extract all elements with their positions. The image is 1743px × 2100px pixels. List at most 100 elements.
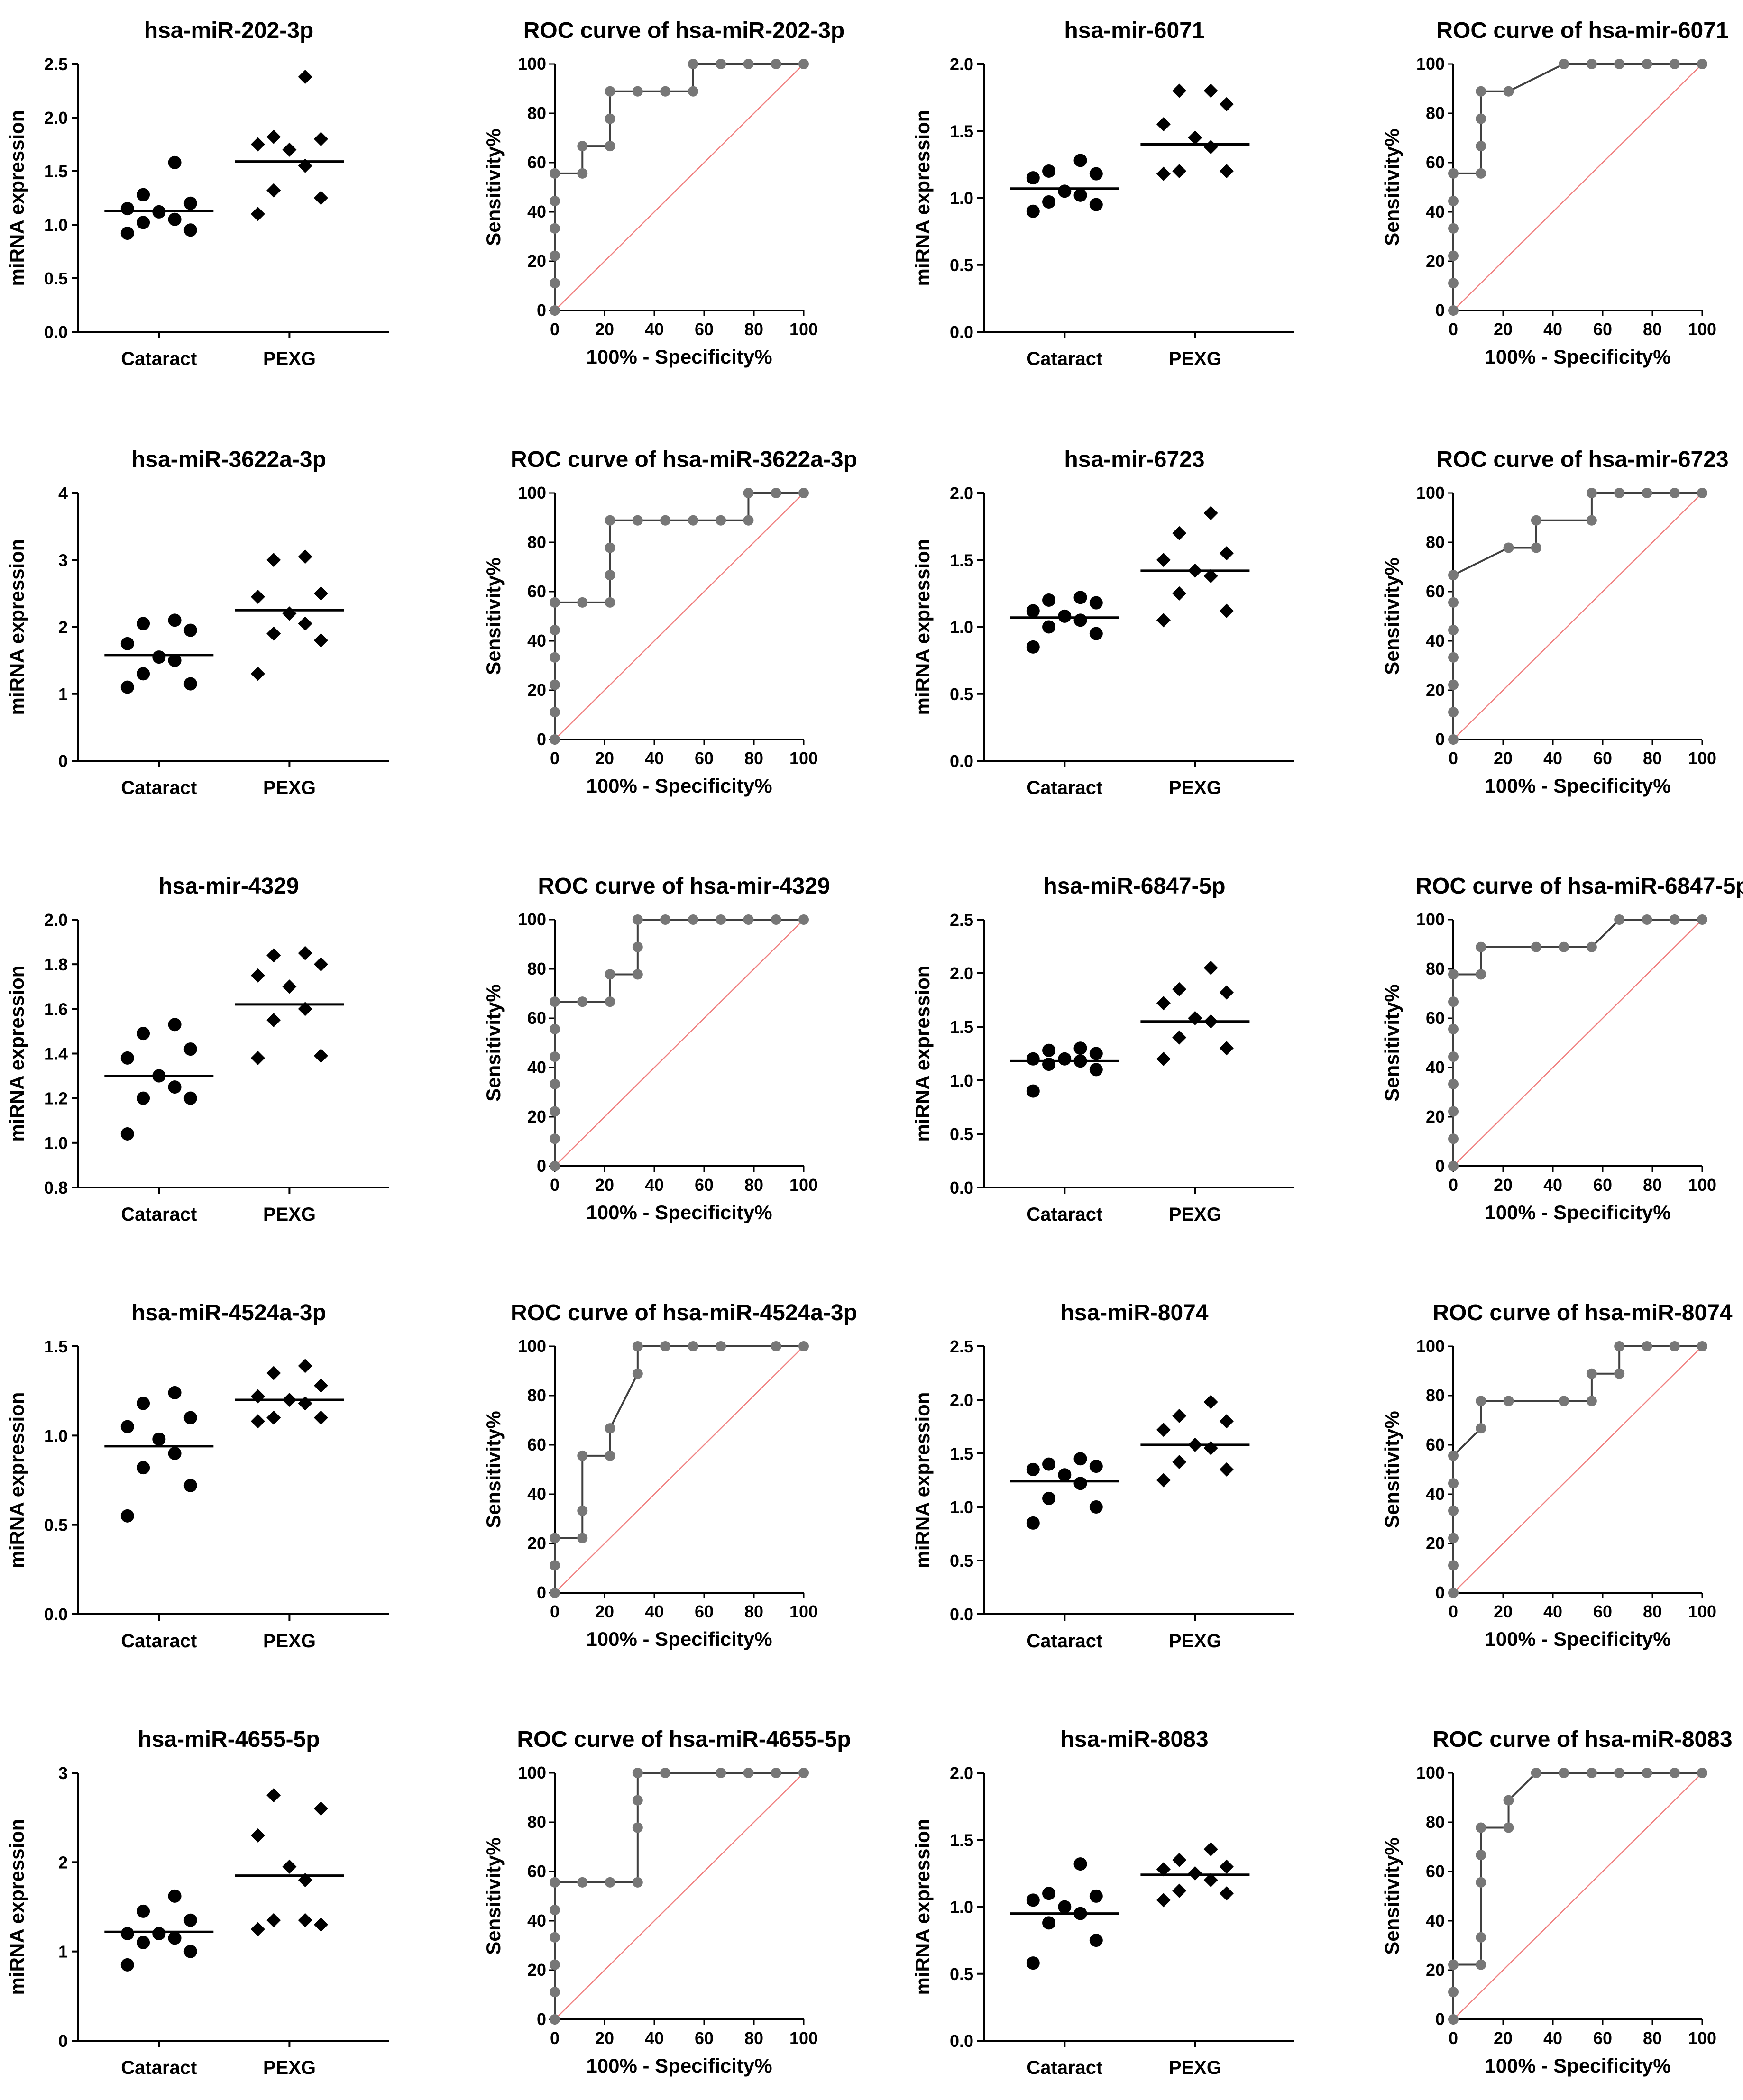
roc-point — [1559, 1768, 1569, 1778]
data-point — [1156, 166, 1171, 181]
y-tick-label: 1.5 — [44, 162, 68, 181]
roc-point — [1476, 1423, 1486, 1434]
data-point — [250, 1922, 265, 1936]
x-axis-label: 100% - Specificity% — [1485, 346, 1670, 368]
data-point — [266, 948, 281, 963]
x-tick-label: 100 — [789, 2028, 818, 2048]
data-point — [313, 1378, 328, 1393]
data-point — [1073, 591, 1087, 604]
data-point — [266, 129, 281, 144]
roc-point — [660, 1341, 671, 1351]
data-point — [137, 188, 150, 201]
y-tick-label: 100 — [518, 1336, 546, 1356]
roc-point — [1614, 488, 1625, 498]
roc-point — [632, 86, 643, 97]
y-axis-label: Sensitivity% — [1381, 1411, 1403, 1528]
reference-diagonal — [554, 1772, 804, 2020]
roc-panel: ROC curve of hsa-mir-6071 0 20 40 60 80 100 0 20… — [1381, 18, 1729, 368]
x-tick-label: Cataract — [121, 1631, 197, 1652]
y-tick-label: 2.0 — [950, 1763, 973, 1783]
data-point — [183, 623, 197, 637]
panel-title: hsa-miR-4655-5p — [138, 1727, 320, 1752]
roc-point — [1476, 1959, 1486, 1970]
roc-point — [550, 196, 560, 207]
y-axis-label: miRNA expression — [911, 110, 934, 286]
x-tick-label: PEXG — [1169, 777, 1221, 798]
data-point — [168, 1931, 182, 1945]
y-tick-label: 40 — [527, 1058, 546, 1077]
y-tick-label: 1.0 — [950, 1898, 973, 1917]
x-tick-label: 60 — [695, 1175, 714, 1195]
x-tick-label: 80 — [1643, 320, 1662, 339]
data-point — [137, 1397, 150, 1410]
y-axis-label: miRNA expression — [911, 1819, 934, 1995]
roc-point — [577, 1450, 588, 1461]
data-point — [120, 680, 134, 694]
roc-point — [1559, 59, 1569, 69]
roc-point — [771, 1341, 781, 1351]
roc-point — [1642, 1768, 1652, 1778]
y-axis-label: Sensitivity% — [482, 984, 505, 1101]
data-point — [168, 155, 182, 169]
x-tick-label: 20 — [595, 2028, 614, 2048]
roc-point — [550, 1161, 560, 1171]
roc-point — [1697, 59, 1707, 69]
panel-title: hsa-miR-6847-5p — [1043, 874, 1225, 899]
scatter-panel: hsa-miR-202-3p 0.0 0.5 1.0 1.5 2.0 2.5 miRNA ex… — [6, 18, 389, 369]
roc-point — [1448, 570, 1459, 581]
x-axis-label: 100% - Specificity% — [586, 2054, 772, 2077]
y-tick-label: 1.5 — [44, 1337, 68, 1356]
x-tick-label: 60 — [695, 2028, 714, 2048]
data-point — [183, 1042, 197, 1056]
scatter-panel: hsa-miR-4655-5p 0 1 2 3 miRNA expression Catar… — [6, 1727, 389, 2078]
data-point — [1156, 1473, 1171, 1488]
y-tick-label: 20 — [527, 680, 546, 700]
roc-point — [1476, 1850, 1486, 1861]
data-point — [1172, 1408, 1187, 1423]
x-tick-label: 80 — [744, 749, 763, 768]
data-point — [137, 1027, 150, 1041]
data-point — [1026, 1893, 1040, 1907]
data-point — [1026, 604, 1040, 618]
data-point — [1219, 164, 1234, 178]
data-point — [1042, 164, 1056, 178]
data-point — [1219, 546, 1234, 561]
roc-point — [688, 515, 698, 526]
x-tick-label: 60 — [695, 749, 714, 768]
y-axis-label: Sensitivity% — [482, 128, 505, 246]
data-point — [1172, 982, 1187, 996]
data-point — [1026, 204, 1040, 218]
roc-point — [1448, 223, 1459, 234]
roc-point — [1448, 196, 1459, 207]
roc-point — [1531, 542, 1541, 553]
y-axis-label: Sensitivity% — [482, 1837, 505, 1954]
roc-point — [1448, 278, 1459, 289]
x-tick-label: 80 — [1643, 2028, 1662, 2048]
roc-point — [632, 1341, 643, 1351]
roc-point — [1531, 941, 1541, 952]
roc-point — [1642, 59, 1652, 69]
x-tick-label: 20 — [1494, 320, 1513, 339]
data-point — [1156, 1423, 1171, 1437]
x-tick-label: 40 — [1543, 1602, 1562, 1621]
data-point — [1042, 1887, 1056, 1900]
y-tick-label: 60 — [527, 1435, 546, 1454]
roc-point — [632, 969, 643, 980]
x-tick-label: 80 — [1643, 749, 1662, 768]
data-point — [313, 1917, 328, 1932]
data-point — [282, 142, 297, 157]
data-point — [1219, 1462, 1234, 1477]
y-tick-label: 100 — [1416, 54, 1445, 73]
roc-point — [550, 1959, 560, 1970]
roc-point — [1586, 1768, 1597, 1778]
roc-point — [550, 2014, 560, 2025]
y-tick-label: 0 — [1435, 1583, 1445, 1602]
y-tick-label: 60 — [1426, 582, 1445, 601]
scatter-panel: hsa-mir-4329 0.8 1.0 1.2 1.4 1.6 1.8 2.0 miRNA e… — [6, 874, 389, 1225]
roc-point — [550, 250, 560, 261]
data-point — [137, 216, 150, 229]
data-point — [266, 553, 281, 567]
y-tick-label: 0.5 — [950, 1964, 973, 1984]
roc-point — [550, 625, 560, 636]
data-point — [1172, 526, 1187, 540]
